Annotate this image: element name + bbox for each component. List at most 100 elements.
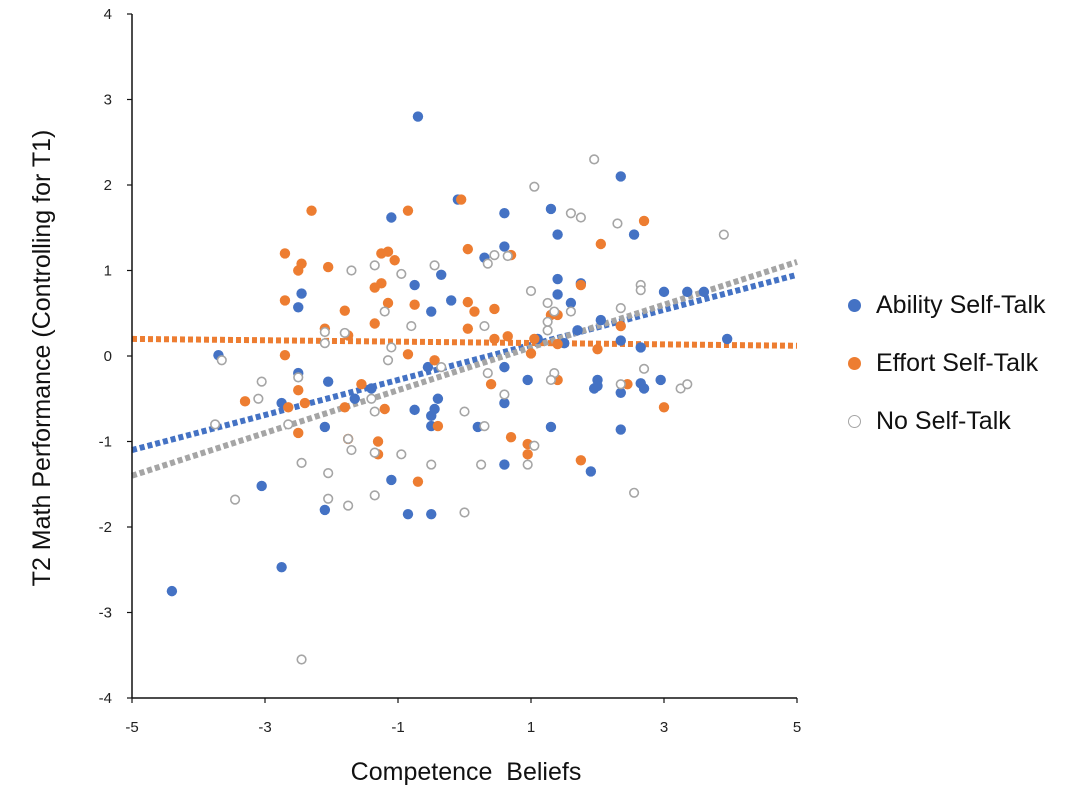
point-no-self-talk xyxy=(476,459,487,470)
point-no-self-talk xyxy=(339,327,350,339)
point-ability xyxy=(386,474,397,486)
point-ability xyxy=(499,241,510,252)
point-no-self-talk xyxy=(682,379,693,390)
point-no-self-talk xyxy=(499,389,510,400)
y-tick-label: -2 xyxy=(99,519,112,536)
point-ability xyxy=(366,383,377,394)
point-ability xyxy=(572,325,583,336)
x-tick-label: 1 xyxy=(527,719,535,736)
point-effort xyxy=(462,296,474,308)
x-tick-label: -3 xyxy=(258,719,271,736)
point-effort xyxy=(382,246,394,257)
legend-item-ability: Ability Self-Talk xyxy=(848,276,1046,334)
point-no-self-talk xyxy=(542,325,553,336)
point-no-self-talk xyxy=(323,468,334,479)
point-no-self-talk xyxy=(489,250,500,261)
point-ability xyxy=(319,504,331,516)
point-effort xyxy=(575,455,587,466)
x-tick-label: -1 xyxy=(391,719,404,736)
y-tick-label: 1 xyxy=(104,263,112,280)
point-no-self-talk xyxy=(296,654,307,665)
point-no-self-talk xyxy=(459,507,470,518)
point-no-self-talk xyxy=(542,316,553,327)
point-effort xyxy=(322,261,334,273)
point-effort xyxy=(369,318,380,329)
point-no-self-talk xyxy=(346,265,357,276)
point-no-self-talk xyxy=(615,303,626,314)
point-no-self-talk xyxy=(256,376,267,387)
x-tick-label: -5 xyxy=(125,719,138,736)
trendline-group xyxy=(131,259,798,479)
legend-item-effort: Effort Self-Talk xyxy=(848,334,1046,392)
point-no-self-talk xyxy=(482,368,493,379)
point-effort xyxy=(339,305,350,316)
point-ability xyxy=(545,203,557,215)
point-effort xyxy=(293,385,304,396)
point-effort xyxy=(339,402,350,413)
x-tick-label: 5 xyxy=(793,719,801,736)
point-no-self-talk xyxy=(529,440,540,451)
point-no-self-talk xyxy=(296,457,307,468)
point-ability xyxy=(638,383,650,394)
point-ability xyxy=(565,297,577,309)
point-effort xyxy=(379,403,390,415)
point-effort xyxy=(502,331,513,342)
point-effort xyxy=(283,402,294,413)
point-ability xyxy=(552,289,563,300)
point-no-self-talk xyxy=(529,181,540,192)
point-ability xyxy=(585,466,597,477)
point-no-self-talk xyxy=(479,421,490,432)
point-ability xyxy=(349,393,360,404)
point-effort xyxy=(402,349,414,360)
point-ability xyxy=(721,333,733,345)
point-effort xyxy=(485,379,497,390)
point-no-self-talk xyxy=(406,320,417,332)
point-effort xyxy=(306,205,317,216)
point-ability xyxy=(402,508,414,520)
point-no-self-talk xyxy=(436,362,447,373)
point-no-self-talk xyxy=(565,208,577,219)
point-effort xyxy=(409,299,420,310)
point-effort xyxy=(489,303,500,315)
point-effort xyxy=(469,306,480,317)
y-axis-title: T2 Math Performance (Controlling for T1) xyxy=(28,130,56,587)
point-no-self-talk xyxy=(253,393,264,404)
point-no-self-talk xyxy=(575,212,586,223)
point-effort xyxy=(356,379,367,390)
point-effort xyxy=(552,338,563,350)
point-ability xyxy=(552,273,563,285)
x-tick-label: 3 xyxy=(660,719,668,736)
point-ability xyxy=(409,404,420,416)
point-effort xyxy=(455,194,467,205)
point-effort xyxy=(615,320,626,332)
point-ability xyxy=(658,286,670,298)
point-effort xyxy=(296,258,307,269)
point-effort xyxy=(595,238,607,250)
point-no-self-talk xyxy=(283,419,294,430)
y-tick-label: 2 xyxy=(104,177,112,194)
point-effort xyxy=(239,396,251,407)
point-ability xyxy=(545,421,557,433)
legend: Ability Self-Talk Effort Self-Talk No Se… xyxy=(848,276,1046,450)
point-no-self-talk xyxy=(293,372,304,383)
point-effort xyxy=(429,355,440,366)
point-effort xyxy=(522,449,533,460)
y-tick-label: 4 xyxy=(104,6,112,23)
legend-swatch-ability xyxy=(848,298,861,312)
point-effort xyxy=(432,420,444,432)
point-ability xyxy=(296,288,307,299)
trendline-effort xyxy=(131,335,798,349)
point-ability xyxy=(698,286,710,298)
legend-swatch-effort xyxy=(848,356,861,370)
points-group xyxy=(166,111,733,665)
point-no-self-talk xyxy=(323,493,334,504)
point-ability xyxy=(446,295,457,306)
point-no-self-talk xyxy=(346,444,357,456)
point-no-self-talk xyxy=(426,459,437,470)
point-effort xyxy=(462,243,474,255)
point-ability xyxy=(422,361,434,373)
point-ability xyxy=(412,111,424,122)
y-tick-label: 0 xyxy=(104,348,112,365)
point-no-self-talk xyxy=(502,250,513,262)
